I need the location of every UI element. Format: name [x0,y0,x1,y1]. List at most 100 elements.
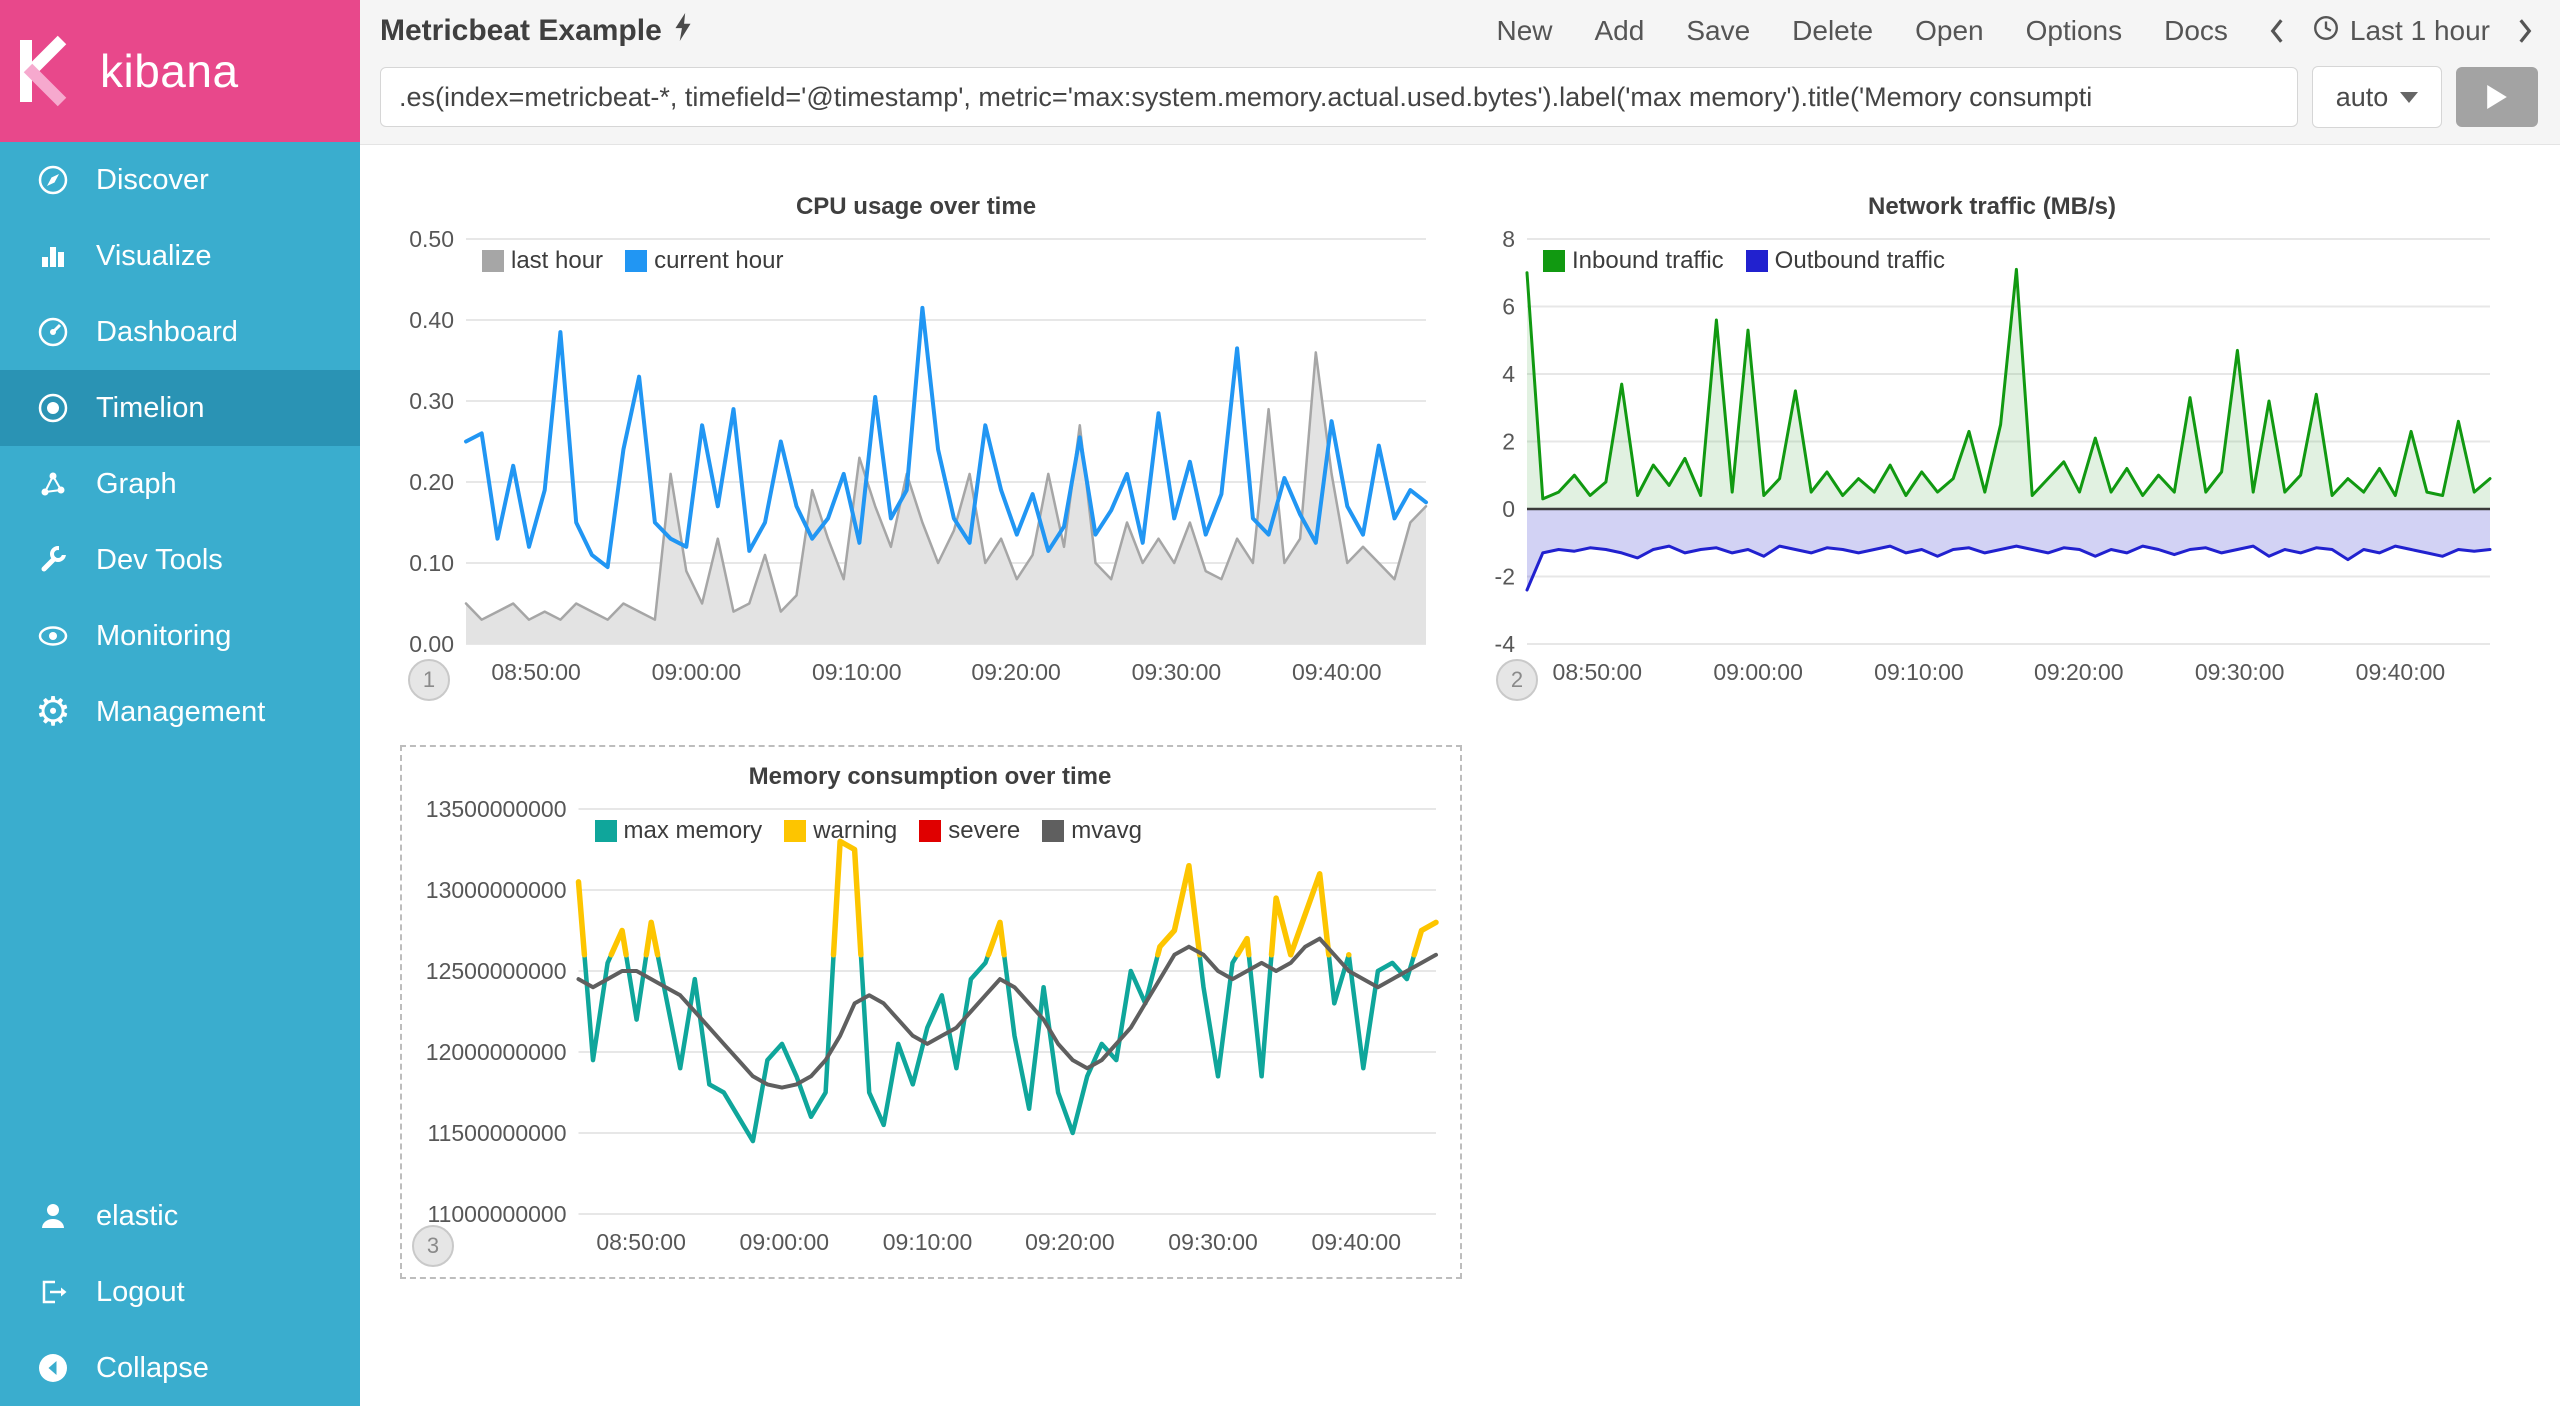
legend-label: mvavg [1071,817,1142,844]
legend-swatch [1543,250,1565,272]
sidebar-item-collapse[interactable]: Collapse [0,1330,360,1406]
sidebar-item-management[interactable]: ⚙ Management [0,674,360,750]
chart-sequence-badge: 1 [408,659,450,701]
sidebar-item-monitoring[interactable]: Monitoring [0,598,360,674]
svg-text:6: 6 [1502,294,1515,320]
svg-text:09:00:00: 09:00:00 [740,1229,830,1255]
open-button[interactable]: Open [1915,15,1984,46]
chart-plot-area[interactable]: 0.00 0.10 0.20 0.30 0.40 0.50 08:50:00 09:00:00… [392,226,1440,699]
legend-label: warning [813,817,898,844]
timelion-expression-input[interactable] [380,67,2298,127]
logo-text: kibana [100,45,239,97]
network-traffic-chart: Network traffic (MB/s) -4 -2 0 2 4 6 8 08:50:00… [1480,185,2504,701]
sidebar-item-label: Logout [96,1275,185,1308]
chevron-left-icon[interactable] [2268,16,2286,46]
chart-title: Network traffic (MB/s) [1867,193,2117,220]
legend-label: current hour [654,247,784,274]
lightning-bolt-icon [672,13,694,49]
sidebar-item-logout[interactable]: Logout [0,1254,360,1330]
eye-icon [34,617,72,655]
sidebar-item-elastic-user[interactable]: elastic [0,1178,360,1254]
svg-text:09:20:00: 09:20:00 [2034,659,2124,685]
add-button[interactable]: Add [1594,15,1645,46]
sidebar-item-label: Dev Tools [96,543,223,576]
selected-chart-frame: Memory consumption over time 11000000000… [400,745,1462,1279]
svg-text:0.50: 0.50 [409,229,454,252]
save-button[interactable]: Save [1686,15,1751,46]
legend-item[interactable]: warning [784,817,897,845]
legend-item[interactable]: max memory [594,817,763,845]
svg-text:09:10:00: 09:10:00 [883,1229,973,1255]
collapse-icon [34,1349,72,1387]
chart-title: Memory consumption over time [748,763,1112,790]
time-navigation: Last 1 hour [2268,14,2534,49]
svg-text:2: 2 [1502,429,1515,455]
legend-item[interactable]: last hour [482,247,603,275]
sidebar-item-discover[interactable]: Discover [0,142,360,218]
delete-button[interactable]: Delete [1792,15,1874,46]
options-button[interactable]: Options [2025,15,2123,46]
chart-title: CPU usage over time [795,193,1037,220]
svg-text:09:10:00: 09:10:00 [1874,659,1964,685]
legend-item[interactable]: severe [919,817,1020,845]
top-strip: Metricbeat Example New Add Save Delete O… [360,0,2560,145]
gear-icon: ⚙ [35,690,71,734]
sidebar-item-dashboard[interactable]: Dashboard [0,294,360,370]
chevron-right-icon[interactable] [2516,16,2534,46]
chart-legend: Inbound traffic Outbound traffic [1543,247,1945,275]
sidebar-item-label: Visualize [96,239,212,272]
chart-legend: last hour current hour [482,247,783,275]
kibana-logo[interactable]: kibana [0,0,360,142]
time-range-picker[interactable]: Last 1 hour [2312,14,2490,49]
chart-svg: 0.00 0.10 0.20 0.30 0.40 0.50 08:50:00 09:00:00… [409,226,1428,685]
legend-item[interactable]: mvavg [1042,817,1142,845]
legend-label: max memory [623,817,763,844]
kibana-logo-icon [0,15,90,127]
sidebar-item-visualize[interactable]: Visualize [0,218,360,294]
svg-text:0.40: 0.40 [409,307,454,333]
svg-text:09:40:00: 09:40:00 [1311,1229,1401,1255]
legend-item[interactable]: Outbound traffic [1745,247,1945,275]
docs-button[interactable]: Docs [2164,15,2228,46]
interval-value: auto [2335,81,2389,112]
sidebar-item-timelion[interactable]: Timelion [0,370,360,446]
new-button[interactable]: New [1496,15,1553,46]
sidebar-item-label: Discover [96,163,209,196]
legend-swatch [482,250,504,272]
legend-swatch [594,820,617,842]
svg-text:08:50:00: 08:50:00 [491,659,581,685]
timelion-icon [34,389,72,427]
chart-plot-area[interactable]: -4 -2 0 2 4 6 8 08:50:00 09:00:00 09:10:00 09:20:0… [1480,226,2504,699]
svg-text:09:30:00: 09:30:00 [1168,1229,1258,1255]
svg-text:-2: -2 [1495,564,1515,590]
sidebar-item-label: elastic [96,1199,179,1232]
svg-text:09:00:00: 09:00:00 [1713,659,1803,685]
legend-swatch [784,820,807,842]
svg-text:08:50:00: 08:50:00 [1553,659,1643,685]
svg-text:09:20:00: 09:20:00 [971,659,1061,685]
svg-text:-4: -4 [1495,631,1516,657]
svg-text:12500000000: 12500000000 [426,958,567,984]
dashboard-icon [34,313,72,351]
legend-label: severe [948,817,1021,844]
interval-select[interactable]: auto [2312,66,2442,128]
chart-plot-area[interactable]: 11000000000 11500000000 12000000000 1250000… [410,796,1450,1269]
sidebar-item-label: Monitoring [96,619,232,652]
sidebar-item-label: Collapse [96,1351,209,1384]
legend-item[interactable]: Inbound traffic [1543,247,1724,275]
run-query-button[interactable] [2456,67,2538,127]
wrench-icon [34,541,72,579]
svg-text:09:40:00: 09:40:00 [1292,659,1382,685]
sidebar-item-graph[interactable]: Graph [0,446,360,522]
time-range-label: Last 1 hour [2349,15,2490,46]
graph-icon [34,465,72,503]
sidebar-item-label: Management [96,695,266,728]
svg-text:09:30:00: 09:30:00 [1132,659,1222,685]
legend-item[interactable]: current hour [625,247,783,275]
clock-icon [2312,14,2340,49]
svg-text:11000000000: 11000000000 [428,1201,567,1227]
svg-text:0: 0 [1502,496,1515,522]
sidebar-item-dev-tools[interactable]: Dev Tools [0,522,360,598]
legend-swatch [625,250,648,272]
